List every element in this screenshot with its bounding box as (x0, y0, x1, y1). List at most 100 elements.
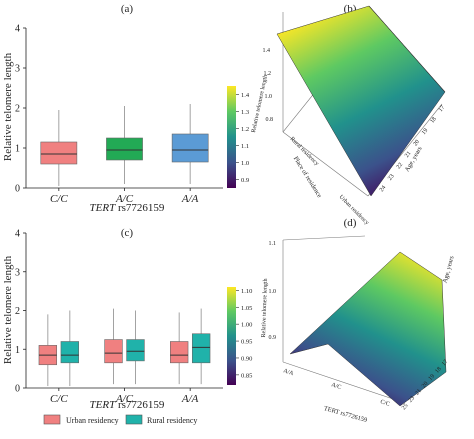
panel-a-axes: 0 1 2 3 4 C/C A/C A/A (15, 24, 223, 205)
panel-d-genotype-tick: A/A (282, 368, 294, 377)
box-body (170, 341, 189, 364)
panel-b-zlabel: Relative telomere length (251, 74, 269, 133)
panel-c-xlabel-snp: rs7726159 (115, 399, 165, 411)
colorbar-tick-label: 1.0 (241, 160, 249, 167)
panel-d-genotype-tick: A/C (330, 382, 341, 391)
legend-label-rural: Rural residency (147, 416, 197, 425)
panel-d-zticks: 1.1 1.0 0.9 (269, 241, 277, 341)
legend-swatch-urban (43, 414, 61, 425)
age-tick-label: 23 (408, 396, 416, 404)
x-tick-label: C/C (50, 393, 68, 405)
colorbar-tick-label: 0.90 (241, 355, 252, 362)
box (40, 110, 78, 186)
age-tick-label: 17 (441, 359, 449, 367)
panel-c-ylabel: Relative telomere length (2, 255, 14, 364)
panel-a-xlabel-gene: TERT (90, 202, 117, 214)
panel-c: (c) Relative telomere length 0 1 2 3 4 C/C A/C… (2, 227, 223, 425)
panel-b-age-label: Age, years (404, 145, 424, 173)
x-tick-label: A/C (115, 393, 134, 405)
panel-d: (d) 0.85 0.90 0.95 1.00 1.05 1.10 Relative te… (227, 217, 456, 424)
box (38, 314, 58, 387)
panel-b: (b) 0.91.01.11.21.31.4 Relative telomere… (227, 3, 446, 226)
colorbar-tick-label: 1.4 (241, 92, 250, 99)
y-tick-label: 4 (15, 24, 20, 35)
panel-b-ztick: 1.2 (264, 71, 272, 77)
box (126, 310, 145, 385)
panel-d-genotype-tick: C/C (379, 399, 390, 408)
panel-d-genotype-label: TERT rs7726159 (323, 405, 368, 424)
age-tick-label: 23 (387, 173, 395, 181)
panel-b-colorbar-ticks: 0.9 1.0 1.1 1.2 1.3 1.4 (236, 92, 250, 184)
legend-swatch-rural (125, 414, 143, 425)
box (170, 312, 189, 385)
legend: Urban residency Rural residency (43, 414, 197, 425)
colorbar-tick-label: 1.10 (241, 288, 252, 295)
colorbar-tick-label: 0.85 (241, 372, 252, 379)
panel-d-label: (d) (344, 217, 357, 229)
panel-d-age-label: Age, years (442, 255, 456, 284)
x-tick-label: A/A (181, 393, 199, 405)
panel-b-colorbar (227, 86, 236, 188)
age-tick-label: 18 (434, 366, 442, 374)
colorbar-tick-label: 1.05 (241, 305, 252, 312)
panel-c-xlabel: TERT rs7726159 (90, 399, 165, 411)
box-body (40, 141, 78, 165)
box-body (191, 333, 211, 364)
age-tick-label: 21 (414, 388, 422, 396)
colorbar-tick-label: 1.2 (241, 126, 249, 133)
age-tick-label: 17 (438, 105, 446, 113)
panel-b-ztick: 0.8 (266, 117, 274, 123)
age-tick-label: 20 (413, 139, 421, 147)
panel-a-boxes (40, 104, 209, 186)
box (104, 308, 123, 385)
box (171, 104, 209, 184)
panel-b-zticks: 1.4 1.2 1.0 0.8 (263, 48, 274, 123)
panel-d-ztick: 0.9 (269, 335, 277, 341)
panel-b-ztick: 1.4 (263, 48, 271, 54)
panel-b-residence-rural: Rural residency (289, 136, 320, 167)
x-tick-label: A/A (181, 193, 199, 205)
x-tick-label: A/C (115, 193, 134, 205)
y-tick-label: 1 (15, 345, 20, 356)
colorbar-tick-label: 1.3 (241, 109, 249, 116)
panel-b-surface-edge (368, 5, 446, 93)
panel-c-boxes (38, 308, 211, 387)
y-tick-label: 3 (15, 64, 20, 75)
panel-d-colorbar (227, 287, 236, 385)
panel-a-xlabel-snp: rs7726159 (115, 202, 165, 214)
box (191, 308, 211, 385)
age-tick-label: 21 (404, 151, 412, 159)
colorbar-tick-label: 1.1 (241, 143, 249, 150)
y-tick-label: 3 (15, 267, 20, 278)
panel-d-zlabel: Relative telomere length (261, 278, 269, 337)
panel-a-label: (a) (121, 3, 134, 15)
colorbar-tick-label: 0.95 (241, 339, 252, 346)
panel-c-axes: 0 1 2 3 4 C/C A/C A/A (15, 229, 223, 405)
x-tick-label: C/C (50, 193, 68, 205)
panel-a: (a) Relative telomere length 0 1 2 3 4 C/C A/C… (2, 3, 223, 214)
box-body (104, 339, 123, 364)
y-tick-label: 2 (15, 306, 20, 317)
box-body (60, 341, 79, 364)
panel-d-ztick: 1.1 (269, 241, 277, 247)
panel-b-ztick: 1.0 (265, 94, 273, 100)
age-tick-label: 25 (401, 403, 409, 411)
legend-label-urban: Urban residency (66, 416, 119, 425)
panel-d-ztick: 1.0 (269, 289, 277, 295)
colorbar-tick-label: 1.00 (241, 322, 252, 329)
box-body (171, 133, 209, 163)
panel-d-surface (289, 251, 447, 407)
y-tick-label: 0 (15, 184, 20, 195)
box-body (126, 339, 145, 362)
box-body (106, 137, 143, 161)
box (106, 106, 143, 184)
age-tick-label: 22 (396, 162, 404, 170)
panel-c-xlabel-gene: TERT (90, 399, 117, 411)
panel-a-xlabel: TERT rs7726159 (90, 202, 165, 214)
colorbar-tick-label: 0.9 (241, 177, 249, 184)
y-tick-label: 4 (15, 229, 20, 240)
age-tick-label: 18 (429, 116, 437, 124)
